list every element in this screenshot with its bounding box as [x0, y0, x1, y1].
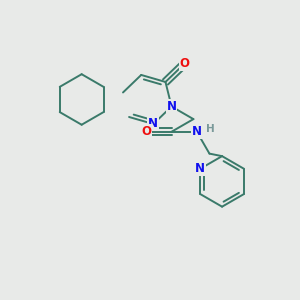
Text: N: N: [148, 118, 158, 130]
Text: N: N: [167, 100, 176, 113]
Text: N: N: [195, 162, 205, 175]
Text: N: N: [192, 125, 202, 138]
Text: H: H: [206, 124, 214, 134]
Text: O: O: [180, 57, 190, 70]
Text: O: O: [141, 125, 151, 138]
